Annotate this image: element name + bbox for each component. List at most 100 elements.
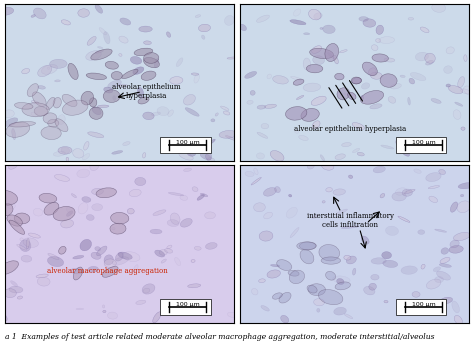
Ellipse shape: [333, 55, 338, 64]
Ellipse shape: [259, 231, 273, 241]
Text: alveolar epithelium
hyperplasia: alveolar epithelium hyperplasia: [112, 83, 181, 100]
Ellipse shape: [289, 270, 305, 284]
Ellipse shape: [138, 97, 149, 104]
Ellipse shape: [450, 202, 458, 212]
Ellipse shape: [188, 284, 201, 288]
Ellipse shape: [289, 194, 292, 197]
Ellipse shape: [300, 242, 316, 250]
Ellipse shape: [31, 112, 38, 117]
Ellipse shape: [425, 53, 435, 63]
Ellipse shape: [96, 188, 117, 198]
Ellipse shape: [206, 153, 212, 160]
Ellipse shape: [291, 76, 301, 80]
Ellipse shape: [91, 252, 101, 259]
Ellipse shape: [290, 20, 306, 25]
Ellipse shape: [71, 194, 76, 198]
Ellipse shape: [239, 24, 246, 31]
Ellipse shape: [464, 86, 474, 95]
Ellipse shape: [348, 175, 353, 178]
Ellipse shape: [208, 139, 215, 145]
Ellipse shape: [164, 248, 173, 253]
Ellipse shape: [285, 107, 307, 120]
Ellipse shape: [440, 257, 450, 263]
Ellipse shape: [347, 92, 356, 100]
Ellipse shape: [307, 285, 317, 293]
Ellipse shape: [361, 91, 383, 104]
Ellipse shape: [9, 220, 25, 234]
Ellipse shape: [401, 149, 410, 156]
Ellipse shape: [112, 228, 115, 230]
Ellipse shape: [319, 245, 339, 261]
Ellipse shape: [78, 203, 88, 214]
Ellipse shape: [426, 173, 441, 182]
Ellipse shape: [73, 149, 84, 158]
Ellipse shape: [192, 142, 209, 147]
Ellipse shape: [409, 78, 415, 84]
Ellipse shape: [139, 26, 152, 32]
Ellipse shape: [288, 270, 299, 276]
Ellipse shape: [142, 284, 155, 294]
Ellipse shape: [429, 196, 438, 203]
Ellipse shape: [0, 204, 13, 216]
Ellipse shape: [369, 283, 376, 290]
Ellipse shape: [458, 183, 474, 189]
Ellipse shape: [344, 255, 351, 260]
Ellipse shape: [22, 103, 49, 117]
Ellipse shape: [352, 122, 365, 130]
Ellipse shape: [18, 296, 23, 299]
Ellipse shape: [200, 153, 211, 160]
Text: 100 μm: 100 μm: [176, 140, 200, 145]
Ellipse shape: [37, 66, 52, 77]
Text: a 1  Examples of test article related moderate alveolar macrophage aggregation, : a 1 Examples of test article related mod…: [5, 333, 434, 340]
Ellipse shape: [108, 80, 121, 88]
Ellipse shape: [174, 257, 181, 266]
Ellipse shape: [123, 252, 140, 261]
Ellipse shape: [375, 39, 381, 43]
Ellipse shape: [382, 252, 392, 259]
Ellipse shape: [128, 208, 134, 214]
Ellipse shape: [453, 110, 461, 120]
Ellipse shape: [308, 284, 326, 296]
Ellipse shape: [371, 275, 379, 280]
Ellipse shape: [153, 312, 161, 323]
Ellipse shape: [372, 54, 389, 62]
Ellipse shape: [7, 203, 15, 209]
Ellipse shape: [428, 302, 445, 311]
Ellipse shape: [122, 69, 138, 79]
Ellipse shape: [2, 315, 7, 321]
Ellipse shape: [194, 74, 200, 83]
Ellipse shape: [20, 238, 23, 241]
Text: 100 μm: 100 μm: [411, 302, 436, 307]
Ellipse shape: [408, 18, 414, 20]
Ellipse shape: [92, 204, 103, 211]
Ellipse shape: [195, 15, 201, 18]
Ellipse shape: [247, 100, 253, 104]
Ellipse shape: [293, 9, 301, 16]
Ellipse shape: [432, 3, 446, 13]
Ellipse shape: [150, 229, 162, 234]
Ellipse shape: [461, 127, 465, 130]
Text: alveolar epithelium hyperplasia: alveolar epithelium hyperplasia: [294, 125, 406, 133]
Ellipse shape: [14, 213, 30, 224]
Ellipse shape: [58, 115, 65, 125]
Ellipse shape: [357, 152, 365, 156]
Ellipse shape: [33, 208, 43, 216]
Ellipse shape: [321, 257, 341, 264]
Ellipse shape: [286, 207, 297, 218]
Ellipse shape: [457, 201, 471, 213]
Ellipse shape: [201, 35, 205, 39]
Ellipse shape: [437, 271, 450, 280]
Ellipse shape: [6, 122, 30, 137]
Ellipse shape: [61, 20, 71, 25]
Ellipse shape: [9, 122, 36, 127]
Ellipse shape: [61, 147, 70, 154]
Ellipse shape: [452, 301, 459, 313]
Ellipse shape: [257, 105, 266, 109]
Ellipse shape: [21, 255, 32, 262]
Ellipse shape: [103, 90, 120, 102]
Ellipse shape: [267, 270, 281, 278]
Ellipse shape: [449, 246, 463, 253]
Ellipse shape: [15, 102, 33, 109]
Ellipse shape: [113, 96, 116, 100]
Ellipse shape: [129, 189, 141, 197]
